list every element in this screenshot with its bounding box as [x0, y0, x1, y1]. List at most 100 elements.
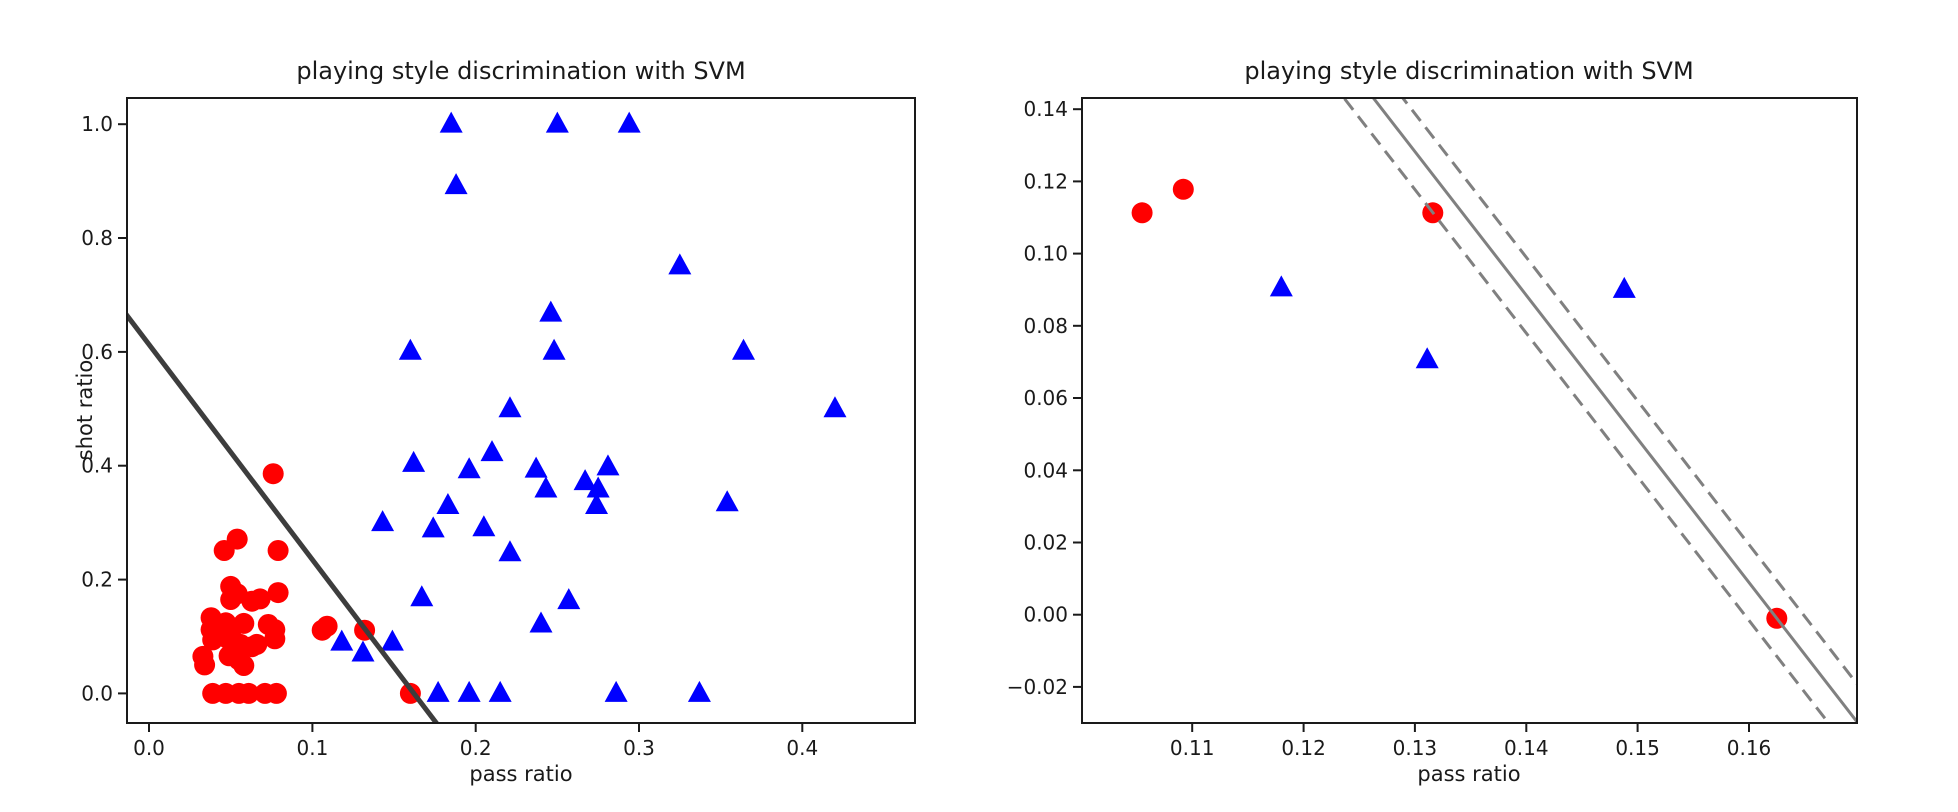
y-tick-label: 0.08	[1023, 314, 1068, 338]
data-point-triangle	[351, 640, 375, 662]
data-point-triangle	[586, 476, 610, 498]
data-point-triangle	[480, 440, 504, 462]
data-point-triangle	[534, 476, 558, 498]
plot-panels: 0.0 0.1 0.2 0.3 0.40.00.20.40.60.81.00.11 0.1…	[81, 97, 1858, 760]
y-tick-label: 0.02	[1023, 531, 1068, 555]
data-point-circle	[262, 463, 284, 485]
data-point-triangle	[557, 588, 581, 610]
decision-boundary-line	[1371, 98, 1857, 723]
svm-lines	[1342, 98, 1857, 723]
x-tick-label: 0.0	[133, 736, 165, 760]
data-point-triangle	[687, 680, 711, 702]
data-point-circle	[246, 633, 268, 655]
data-point-circle	[238, 682, 260, 704]
margin-upper-line	[1400, 98, 1857, 687]
data-point-triangle	[444, 173, 468, 195]
data-point-triangle	[439, 111, 463, 133]
right-plot-title: playing style discrimination with SVM	[1244, 57, 1693, 85]
data-point-triangle	[573, 469, 597, 491]
data-point-triangle	[498, 396, 522, 418]
data-point-circle	[226, 528, 248, 550]
x-tick-label: 0.1	[296, 736, 328, 760]
data-point-triangle	[542, 338, 566, 360]
left-plot-title: playing style discrimination with SVM	[296, 57, 745, 85]
data-point-triangle	[1269, 275, 1293, 297]
margin-lower-line	[1342, 98, 1831, 723]
data-point-circle	[192, 645, 214, 667]
data-point-circle	[249, 588, 271, 610]
y-tick-label: 0.06	[1023, 386, 1068, 410]
data-point-circle	[316, 615, 338, 637]
data-point-triangle	[457, 680, 481, 702]
data-point-triangle	[330, 629, 354, 651]
data-point-triangle	[472, 515, 496, 537]
data-point-triangle	[732, 338, 756, 360]
y-tick-label: 0.12	[1023, 169, 1068, 193]
y-tick-label: 1.0	[81, 112, 113, 136]
plot-panel-0: 0.0 0.1 0.2 0.3 0.4 0.0 0.2 0.4 0.6 0.8 1.0	[81, 97, 916, 760]
y-tick-label: 0.10	[1023, 242, 1068, 266]
decision-boundary-line	[127, 311, 440, 723]
data-point-triangle	[436, 493, 460, 515]
x-tick-label: 0.15	[1615, 736, 1660, 760]
y-tick-label: 0.00	[1023, 603, 1068, 627]
x-tick-label: 0.16	[1727, 736, 1772, 760]
data-point-triangle	[498, 540, 522, 562]
data-point-triangle	[421, 516, 445, 538]
data-point-triangle	[529, 611, 553, 633]
data-point-triangle	[539, 300, 563, 322]
data-point-triangle	[457, 457, 481, 479]
data-point-triangle	[1612, 276, 1636, 298]
data-point-triangle	[715, 490, 739, 512]
data-point-circle	[220, 589, 242, 610]
data-point-triangle	[380, 629, 404, 651]
plot-panel-1: 0.11 0.12 0.13 0.14 0.15 0.16 −0.02 0.00 0.02 0.0…	[1007, 97, 1858, 760]
left-xaxis-label: pass ratio	[469, 762, 572, 786]
left-yaxis-label: shot ratio	[73, 360, 97, 460]
blue-triangle-series	[330, 111, 847, 702]
right-xaxis-label: pass ratio	[1417, 762, 1520, 786]
y-tick-label: 0.14	[1023, 97, 1068, 121]
svm-lines	[127, 311, 440, 723]
x-tick-label: 0.12	[1281, 736, 1326, 760]
y-tick-label: 0.8	[81, 226, 113, 250]
data-point-triangle	[596, 454, 620, 476]
x-tick-label: 0.2	[460, 736, 492, 760]
data-point-circle	[1131, 202, 1153, 224]
data-point-circle	[1172, 178, 1194, 200]
x-tick-label: 0.13	[1393, 736, 1438, 760]
red-circle-series	[192, 463, 421, 704]
y-tick-label: 0.04	[1023, 458, 1068, 482]
data-point-triangle	[545, 111, 569, 133]
data-point-circle	[267, 582, 289, 604]
blue-triangle-series	[1269, 275, 1636, 369]
y-tick-label: 0.2	[81, 568, 113, 592]
y-tick-label: −0.02	[1007, 675, 1068, 699]
data-point-triangle	[524, 456, 548, 478]
data-point-triangle	[617, 111, 641, 133]
data-point-triangle	[371, 510, 395, 532]
x-tick-label: 0.11	[1170, 736, 1215, 760]
data-point-triangle	[398, 338, 422, 360]
data-point-triangle	[488, 680, 512, 702]
x-tick-label: 0.14	[1504, 736, 1549, 760]
data-point-triangle	[402, 450, 426, 472]
data-point-triangle	[410, 585, 434, 607]
x-tick-label: 0.3	[623, 736, 655, 760]
axes-spines	[126, 97, 916, 724]
data-point-triangle	[585, 493, 609, 515]
data-point-triangle	[668, 253, 692, 275]
data-point-triangle	[1415, 347, 1439, 369]
data-point-triangle	[604, 680, 628, 702]
data-point-circle	[233, 655, 255, 676]
x-tick-label: 0.4	[786, 736, 818, 760]
y-tick-label: 0.0	[81, 681, 113, 705]
y-tick-label: 0.6	[81, 340, 113, 364]
data-point-circle	[233, 612, 255, 634]
data-point-circle	[265, 682, 287, 704]
data-point-circle	[215, 612, 237, 634]
y-tick-label: 0.4	[81, 454, 113, 478]
data-point-triangle	[823, 396, 847, 418]
